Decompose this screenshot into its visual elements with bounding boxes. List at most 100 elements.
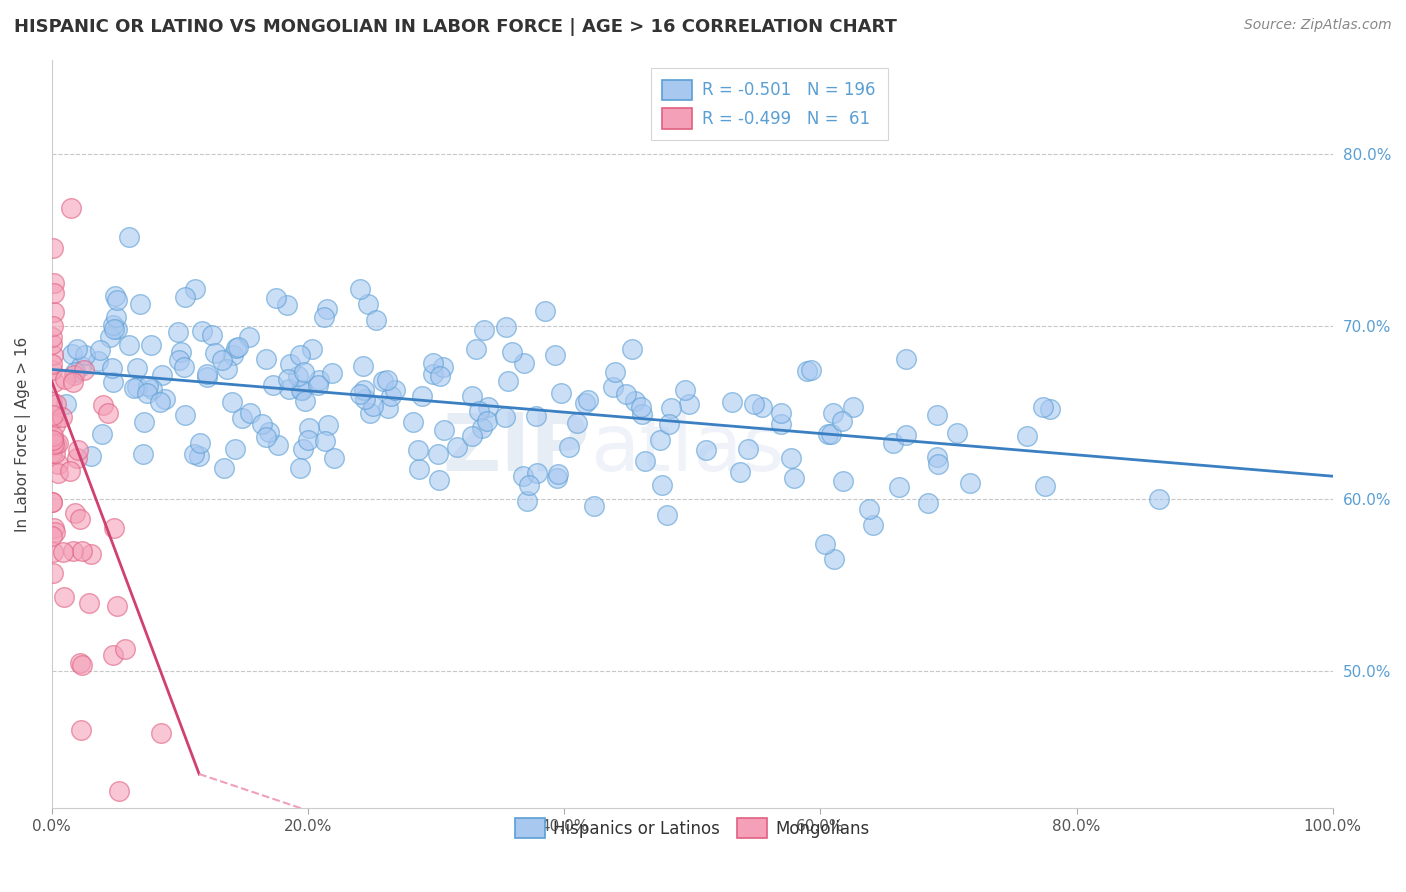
Point — [41, 362, 63, 376]
Point — [887, 480, 910, 494]
Point — [349, 282, 371, 296]
Point — [353, 384, 375, 398]
Point — [408, 443, 430, 458]
Point — [695, 442, 717, 457]
Point — [98, 329, 121, 343]
Point — [44, 521, 66, 535]
Point — [221, 395, 243, 409]
Point — [73, 363, 96, 377]
Point — [104, 289, 127, 303]
Point — [267, 437, 290, 451]
Point — [62, 375, 84, 389]
Point — [780, 451, 803, 466]
Point — [63, 365, 86, 379]
Point — [41, 395, 63, 409]
Point — [558, 440, 581, 454]
Point — [426, 447, 449, 461]
Point — [495, 320, 517, 334]
Point — [215, 361, 238, 376]
Point — [42, 375, 65, 389]
Point — [41, 428, 63, 442]
Point — [648, 434, 671, 448]
Point — [817, 427, 839, 442]
Point — [294, 394, 316, 409]
Point — [42, 319, 65, 334]
Text: atlas: atlas — [591, 410, 785, 488]
Point — [45, 397, 67, 411]
Point — [100, 360, 122, 375]
Point — [150, 726, 173, 740]
Point — [225, 341, 247, 355]
Point — [366, 312, 388, 326]
Point — [135, 385, 157, 400]
Point — [1147, 492, 1170, 507]
Point — [959, 476, 981, 491]
Point — [105, 322, 128, 336]
Point — [141, 382, 163, 396]
Point — [472, 323, 495, 337]
Point — [42, 437, 65, 451]
Point — [512, 469, 534, 483]
Point — [287, 368, 309, 383]
Point — [103, 521, 125, 535]
Point — [524, 409, 547, 424]
Point — [513, 356, 536, 370]
Point — [278, 382, 301, 396]
Point — [673, 383, 696, 397]
Point — [1032, 401, 1054, 415]
Point — [292, 442, 315, 457]
Point — [41, 446, 63, 460]
Point — [250, 417, 273, 431]
Point — [53, 590, 76, 604]
Point — [41, 434, 63, 448]
Point — [751, 401, 773, 415]
Point — [262, 377, 284, 392]
Point — [91, 427, 114, 442]
Point — [41, 409, 63, 423]
Point — [841, 400, 863, 414]
Point — [301, 342, 323, 356]
Point — [190, 324, 212, 338]
Point — [308, 373, 330, 387]
Point — [353, 392, 375, 407]
Point — [314, 310, 336, 324]
Point — [266, 291, 288, 305]
Point — [188, 435, 211, 450]
Point — [422, 356, 444, 370]
Point — [169, 353, 191, 368]
Point — [384, 383, 406, 397]
Point — [1017, 429, 1039, 443]
Point — [41, 495, 63, 509]
Point — [44, 418, 66, 433]
Point — [173, 359, 195, 374]
Point — [41, 337, 63, 351]
Point — [62, 347, 84, 361]
Point — [446, 440, 468, 454]
Point — [184, 282, 207, 296]
Point — [42, 434, 65, 448]
Point — [371, 375, 394, 389]
Point — [167, 326, 190, 340]
Point — [770, 406, 793, 420]
Point — [42, 566, 65, 581]
Point — [651, 477, 673, 491]
Point — [139, 337, 162, 351]
Point — [117, 230, 139, 244]
Point — [132, 447, 155, 461]
Point — [796, 364, 818, 378]
Point — [277, 372, 299, 386]
Point — [411, 389, 433, 403]
Point — [73, 348, 96, 362]
Text: ZIP: ZIP — [443, 410, 591, 488]
Point — [69, 656, 91, 670]
Point — [46, 457, 69, 471]
Point — [862, 517, 884, 532]
Point — [41, 413, 63, 427]
Point — [41, 330, 63, 344]
Point — [349, 386, 371, 401]
Point — [471, 421, 494, 435]
Point — [69, 512, 91, 526]
Point — [800, 363, 823, 377]
Point — [42, 285, 65, 300]
Point — [858, 502, 880, 516]
